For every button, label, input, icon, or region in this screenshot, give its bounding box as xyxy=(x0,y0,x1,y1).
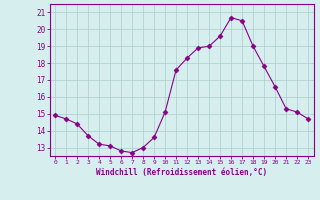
X-axis label: Windchill (Refroidissement éolien,°C): Windchill (Refroidissement éolien,°C) xyxy=(96,168,267,177)
